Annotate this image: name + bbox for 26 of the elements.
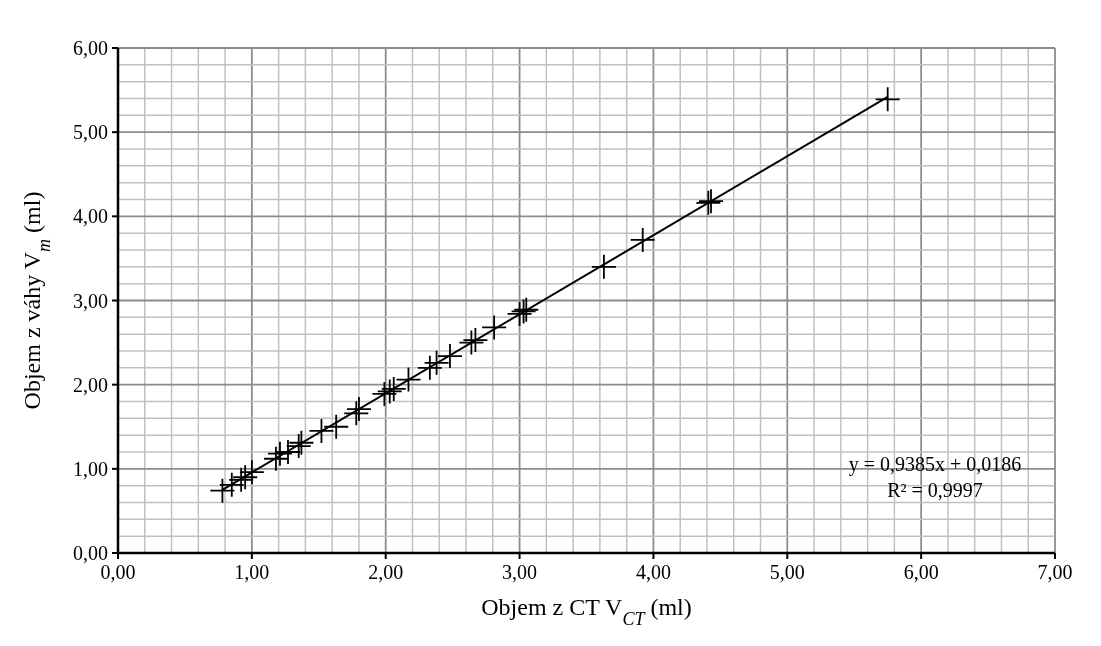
point	[875, 87, 900, 112]
point	[219, 472, 244, 497]
point	[417, 355, 442, 380]
x-tick-label: 7,00	[1037, 561, 1073, 583]
y-tick-label: 6,00	[73, 37, 108, 59]
point	[324, 414, 349, 439]
x-tick-label: 0,00	[100, 561, 136, 583]
y-tick-label: 0,00	[73, 542, 108, 564]
point	[591, 254, 616, 279]
point	[630, 227, 655, 252]
x-tick-label: 6,00	[903, 561, 939, 583]
y-tick-label: 2,00	[73, 373, 108, 396]
x-tick-label: 5,00	[769, 561, 805, 583]
x-axis-title: Objem z CT V$_{CT}$ (ml)	[481, 594, 692, 629]
x-tick-label: 1,00	[234, 561, 270, 583]
y-tick-label: 5,00	[73, 121, 108, 144]
x-tick-label: 2,00	[368, 561, 404, 583]
annotation: y = 0,9385x + 0,0186	[848, 453, 1022, 477]
annotation: R² = 0,9997	[887, 479, 983, 502]
y-tick-label: 1,00	[73, 457, 108, 480]
x-tick-label: 3,00	[502, 561, 538, 583]
point	[239, 460, 264, 485]
y-tick-label: 4,00	[73, 205, 108, 228]
y-tick-label: 3,00	[73, 289, 108, 312]
x-tick-label: 4,00	[635, 561, 671, 583]
point	[437, 344, 462, 369]
